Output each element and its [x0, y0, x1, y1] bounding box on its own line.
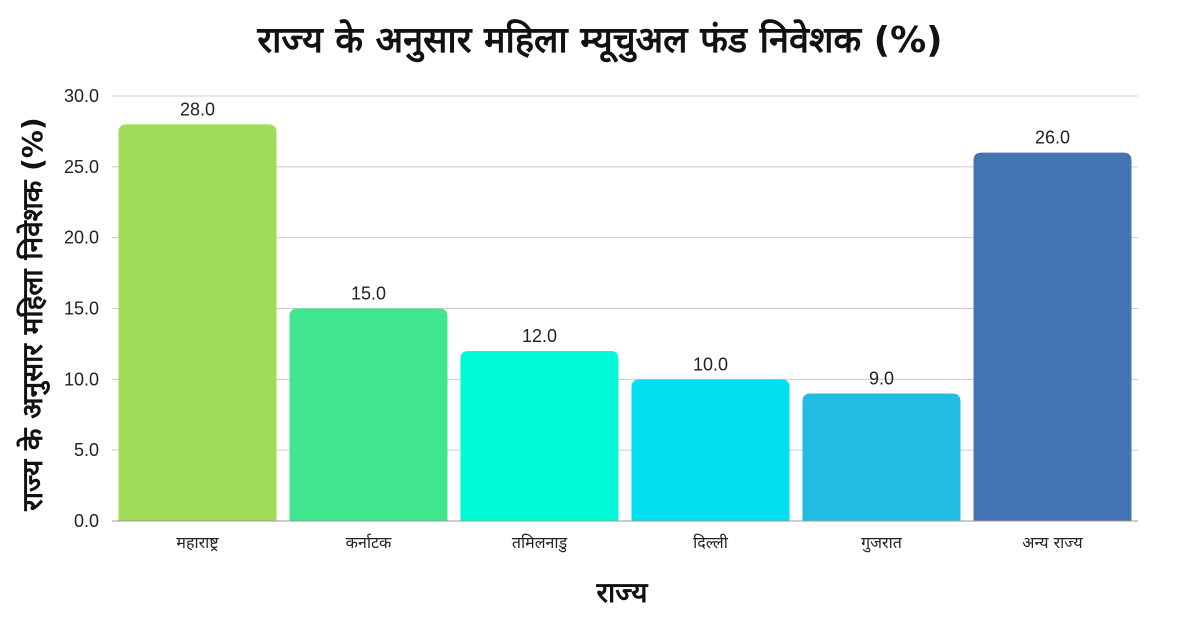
x-tick-label: गुजरात	[861, 533, 903, 553]
bar	[973, 152, 1132, 521]
bars	[118, 124, 1132, 521]
data-labels: 28.0 15.0 12.0 10.0 9.0 26.0	[180, 99, 1070, 388]
bar	[289, 308, 448, 521]
x-axis-ticks: महाराष्ट्र कर्नाटक तमिलनाडु दिल्ली गुजरात अन्…	[176, 533, 1083, 553]
bar	[460, 351, 619, 521]
x-tick-label: अन्य राज्य	[1022, 533, 1083, 552]
x-tick-label: महाराष्ट्र	[176, 533, 219, 552]
y-tick-label: 10.0	[64, 369, 99, 389]
y-axis-title: राज्य के अनुसार महिला निवेशक (%)	[16, 117, 50, 511]
data-label: 26.0	[1035, 128, 1070, 148]
data-label: 10.0	[693, 354, 728, 374]
chart-title: राज्य के अनुसार महिला म्यूचुअल फंड निवेश…	[257, 20, 943, 61]
data-label: 15.0	[351, 284, 386, 304]
data-label: 9.0	[869, 369, 894, 389]
y-tick-label: 20.0	[64, 228, 99, 248]
data-label: 28.0	[180, 99, 215, 119]
x-axis-title: राज्य	[596, 576, 650, 609]
x-tick-label: दिल्ली	[693, 533, 729, 552]
x-tick-label: कर्नाटक	[346, 533, 392, 552]
bar	[631, 379, 790, 521]
y-tick-label: 30.0	[64, 86, 99, 106]
data-label: 12.0	[522, 326, 557, 346]
y-tick-label: 25.0	[64, 157, 99, 177]
y-tick-label: 15.0	[64, 299, 99, 319]
bar	[118, 124, 277, 521]
y-tick-label: 5.0	[74, 440, 99, 460]
grid-lines	[112, 95, 1138, 451]
y-axis-ticks: 0.0 5.0 10.0 15.0 20.0 25.0 30.0	[64, 86, 99, 531]
bar	[802, 393, 961, 521]
x-tick-label: तमिलनाडु	[512, 533, 568, 553]
y-tick-label: 0.0	[74, 511, 99, 531]
